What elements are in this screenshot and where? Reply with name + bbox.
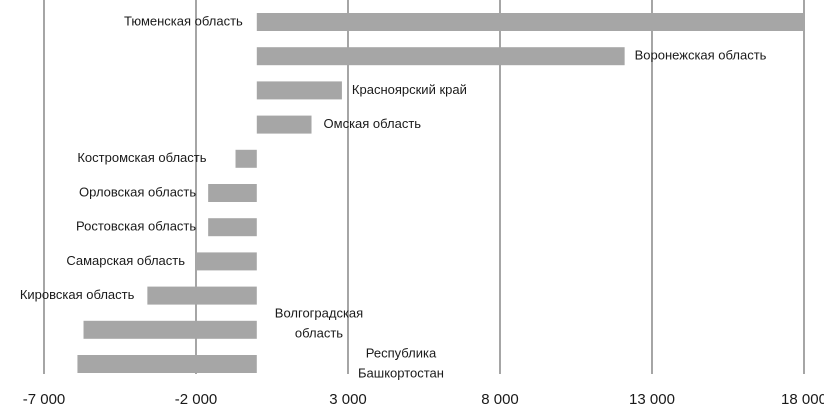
x-tick-label-0: -7 000 <box>23 391 66 408</box>
bar-8 <box>147 286 257 305</box>
category-label-10: Республика Башкортостан <box>358 345 444 380</box>
category-label-2: Красноярский край <box>352 82 467 97</box>
x-tick-label-2: 3 000 <box>329 391 367 408</box>
bar-0 <box>256 13 804 31</box>
category-label-8: Кировская область <box>20 287 135 302</box>
category-label-3: Омская область <box>324 116 422 131</box>
bar-4 <box>235 149 257 168</box>
bar-2 <box>256 81 342 100</box>
category-label-5: Орловская область <box>79 184 196 199</box>
x-axis-tick-labels: -7 000 -2 000 3 000 8 000 13 000 18 000 <box>23 391 824 408</box>
category-label-7: Самарская область <box>66 253 185 268</box>
bar-5 <box>208 184 257 202</box>
bar-7 <box>196 252 257 271</box>
bar-1 <box>256 47 625 66</box>
bar-10 <box>77 355 257 373</box>
bar-3 <box>256 115 312 134</box>
x-tick-label-5: 18 000 <box>781 391 824 408</box>
category-labels: Тюменская область Воронежская область Крас… <box>20 13 767 380</box>
bar-6 <box>208 218 257 237</box>
x-tick-label-1: -2 000 <box>175 391 218 408</box>
category-label-0: Тюменская область <box>124 13 243 28</box>
category-label-4: Костромская область <box>77 150 206 165</box>
bar-9 <box>83 320 257 339</box>
bars <box>77 13 804 373</box>
x-tick-label-3: 8 000 <box>481 391 519 408</box>
category-label-1: Воронежская область <box>635 48 767 63</box>
category-label-9: Волгоградская область <box>275 305 363 340</box>
category-label-6: Ростовская область <box>76 219 196 234</box>
x-tick-label-4: 13 000 <box>629 391 675 408</box>
